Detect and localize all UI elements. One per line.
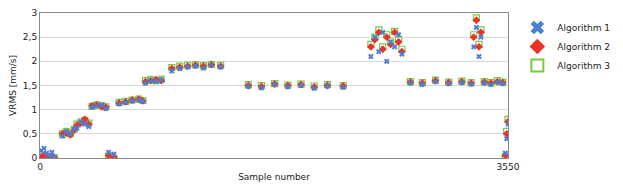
svg-text:1,5: 1,5 <box>23 81 37 91</box>
svg-text:Algorithm 3: Algorithm 3 <box>557 61 610 71</box>
svg-text:VRMS [mm/s]: VRMS [mm/s] <box>8 55 18 116</box>
svg-text:Sample number: Sample number <box>238 172 310 182</box>
svg-text:0: 0 <box>37 162 43 172</box>
svg-text:3: 3 <box>31 8 37 18</box>
svg-text:0: 0 <box>31 153 37 163</box>
svg-text:3550: 3550 <box>497 162 520 172</box>
svg-text:2: 2 <box>31 56 37 66</box>
svg-text:Algorithm 1: Algorithm 1 <box>557 23 610 33</box>
svg-text:0,5: 0,5 <box>23 129 37 139</box>
svg-text:1: 1 <box>31 105 37 115</box>
svg-text:Algorithm 2: Algorithm 2 <box>557 42 610 52</box>
svg-text:2,5: 2,5 <box>23 32 37 42</box>
